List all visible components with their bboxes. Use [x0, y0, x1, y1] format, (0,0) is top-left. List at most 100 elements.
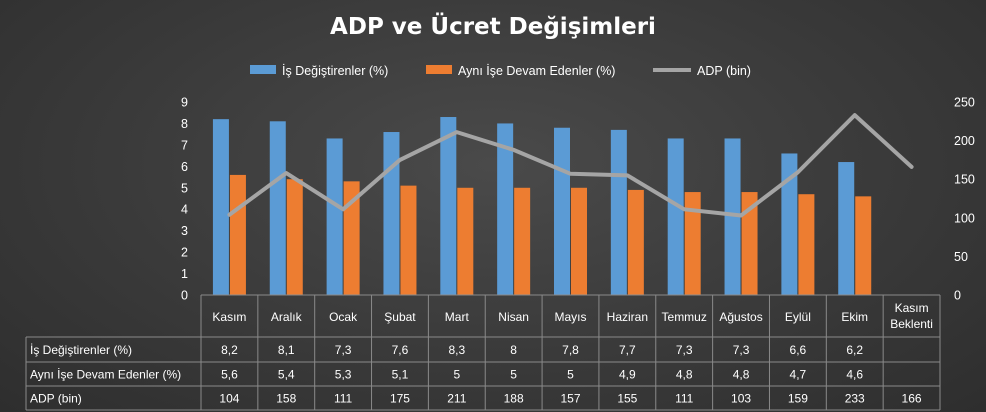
right-tick-label: 150	[954, 173, 975, 187]
left-tick-label: 0	[181, 289, 188, 303]
category-label-nisan: Nisan	[498, 310, 529, 324]
left-tick-label: 1	[181, 267, 188, 281]
right-tick-label: 100	[954, 211, 975, 225]
left-y-axis: 0 1 2 3 4 5 6 7 8 9	[181, 96, 188, 303]
category-label-eylul: Eylül	[785, 310, 811, 324]
line-series-group	[227, 113, 914, 218]
cell-ayni-iise-devam-edenler-haziran: 4,9	[619, 368, 636, 382]
cell-adp-bin-eylul: 159	[788, 392, 808, 406]
category-label-subat: Şubat	[384, 310, 416, 324]
left-tick-label: 7	[181, 138, 188, 152]
bar-ayni-iise-devam-edenler-subat	[400, 185, 417, 295]
row-label-ayni-iise-devam-edenler: Aynı İşe Devam Edenler (%)	[30, 368, 181, 382]
left-tick-label: 4	[181, 203, 188, 217]
right-tick-label: 0	[954, 289, 961, 303]
cell-iis-degistirenler-kasim: 8,2	[221, 343, 238, 357]
right-y-axis: 0 50 100 150 200 250	[954, 96, 975, 303]
cell-iis-degistirenler-subat: 7,6	[392, 343, 409, 357]
cell-ayni-iise-devam-edenler-mart: 5	[453, 368, 460, 382]
bar-iis-degistirenler-agustos	[724, 138, 741, 295]
cell-adp-bin-temmuz: 111	[675, 392, 694, 406]
cell-iis-degistirenler-mart: 8,3	[448, 343, 465, 357]
bar-iis-degistirenler-haziran	[610, 129, 627, 295]
cell-adp-bin-kasim: 104	[219, 392, 239, 406]
cell-adp-bin-subat: 175	[390, 392, 410, 406]
cell-iis-degistirenler-aralik: 8,1	[278, 343, 295, 357]
bar-iis-degistirenler-mayis	[554, 127, 570, 295]
cell-ayni-iise-devam-edenler-eylul: 4,7	[790, 368, 807, 382]
category-label-ekim: Ekim	[841, 310, 868, 324]
bar-ayni-iise-devam-edenler-mart	[457, 187, 474, 295]
category-label-kasim-beklenti: Beklenti	[890, 317, 933, 331]
data-table: Kasım Aralık Ocak Şubat Mart Nisan Mayıs Hazira…	[25, 294, 941, 411]
cell-iis-degistirenler-ekim: 6,2	[846, 343, 863, 357]
category-label-kasim-beklenti: Kasım	[895, 301, 929, 315]
right-tick-label: 250	[954, 96, 975, 110]
cell-adp-bin-nisan: 188	[504, 392, 524, 406]
cell-adp-bin-haziran: 155	[617, 392, 637, 406]
cell-ayni-iise-devam-edenler-nisan: 5	[510, 368, 517, 382]
bar-ayni-iise-devam-edenler-ocak	[343, 181, 360, 295]
legend-label-iis-degistirenler: İş Değiştirenler (%)	[282, 64, 388, 78]
category-label-kasim: Kasım	[212, 310, 246, 324]
right-tick-label: 50	[954, 250, 968, 264]
cell-iis-degistirenler-mayis: 7,8	[562, 343, 579, 357]
cell-ayni-iise-devam-edenler-subat: 5,1	[392, 368, 409, 382]
bar-ayni-iise-devam-edenler-ekim	[855, 196, 872, 295]
bar-ayni-iise-devam-edenler-kasim	[229, 174, 246, 295]
cell-ayni-iise-devam-edenler-ocak: 5,3	[335, 368, 352, 382]
category-label-temmuz: Temmuz	[662, 310, 707, 324]
left-tick-label: 2	[181, 246, 188, 260]
cell-adp-bin-agustos: 103	[731, 392, 751, 406]
cell-iis-degistirenler-eylul: 6,6	[790, 343, 807, 357]
chart-title: ADP ve Ücret Değişimleri	[330, 12, 656, 40]
cell-ayni-iise-devam-edenler-kasim: 5,6	[221, 368, 238, 382]
chart-legend: İş Değiştirenler (%) Aynı İşe Devam Edenl…	[250, 64, 751, 78]
left-tick-label: 5	[181, 181, 188, 195]
cell-iis-degistirenler-haziran: 7,7	[619, 343, 636, 357]
cell-adp-bin-ekim: 233	[845, 392, 865, 406]
bar-ayni-iise-devam-edenler-agustos	[741, 192, 758, 295]
bar-iis-degistirenler-ocak	[326, 138, 343, 295]
category-label-haziran: Haziran	[607, 310, 648, 324]
bar-ayni-iise-devam-edenler-eylul	[798, 194, 815, 295]
cell-iis-degistirenler-agustos: 7,3	[733, 343, 750, 357]
left-tick-label: 9	[181, 96, 188, 110]
bar-iis-degistirenler-kasim	[212, 119, 229, 296]
bar-iis-degistirenler-aralik	[269, 121, 286, 295]
cell-adp-bin-mart: 211	[447, 392, 466, 406]
cell-adp-bin-mayis: 157	[560, 392, 580, 406]
row-label-adp-bin: ADP (bin)	[30, 392, 82, 406]
cell-iis-degistirenler-temmuz: 7,3	[676, 343, 693, 357]
category-label-mart: Mart	[445, 310, 470, 324]
bar-ayni-iise-devam-edenler-nisan	[514, 187, 531, 295]
legend-label-adp-bin: ADP (bin)	[697, 64, 751, 78]
cell-adp-bin-aralik: 158	[276, 392, 296, 406]
cell-ayni-iise-devam-edenler-ekim: 4,6	[846, 368, 863, 382]
bar-iis-degistirenler-ekim	[838, 162, 855, 295]
category-label-ocak: Ocak	[329, 310, 358, 324]
cell-adp-bin-ocak: 111	[334, 392, 353, 406]
cell-ayni-iise-devam-edenler-agustos: 4,8	[733, 368, 750, 382]
legend-swatch-ayni-iise-devam-edenler	[426, 65, 452, 74]
bar-ayni-iise-devam-edenler-aralik	[286, 179, 303, 295]
bar-ayni-iise-devam-edenler-mayis	[571, 187, 587, 295]
bar-iis-degistirenler-subat	[383, 132, 400, 295]
left-tick-label: 6	[181, 160, 188, 174]
cell-iis-degistirenler-ocak: 7,3	[335, 343, 352, 357]
left-tick-label: 8	[181, 117, 188, 131]
legend-label-ayni-iise-devam-edenler: Aynı İşe Devam Edenler (%)	[458, 64, 615, 78]
category-label-aralik: Aralık	[271, 310, 303, 324]
cell-ayni-iise-devam-edenler-temmuz: 4,8	[676, 368, 693, 382]
cell-ayni-iise-devam-edenler-mayis: 5	[567, 368, 574, 382]
bar-iis-degistirenler-eylul	[781, 153, 798, 295]
bar-iis-degistirenler-nisan	[497, 123, 514, 295]
bar-series-group	[212, 117, 872, 296]
category-label-agustos: Ağustos	[719, 310, 762, 324]
row-label-iis-degistirenler: İş Değiştirenler (%)	[30, 343, 132, 357]
bar-iis-degistirenler-temmuz	[667, 138, 684, 295]
cell-ayni-iise-devam-edenler-aralik: 5,4	[278, 368, 295, 382]
bar-iis-degistirenler-mart	[440, 117, 457, 295]
left-tick-label: 3	[181, 224, 188, 238]
